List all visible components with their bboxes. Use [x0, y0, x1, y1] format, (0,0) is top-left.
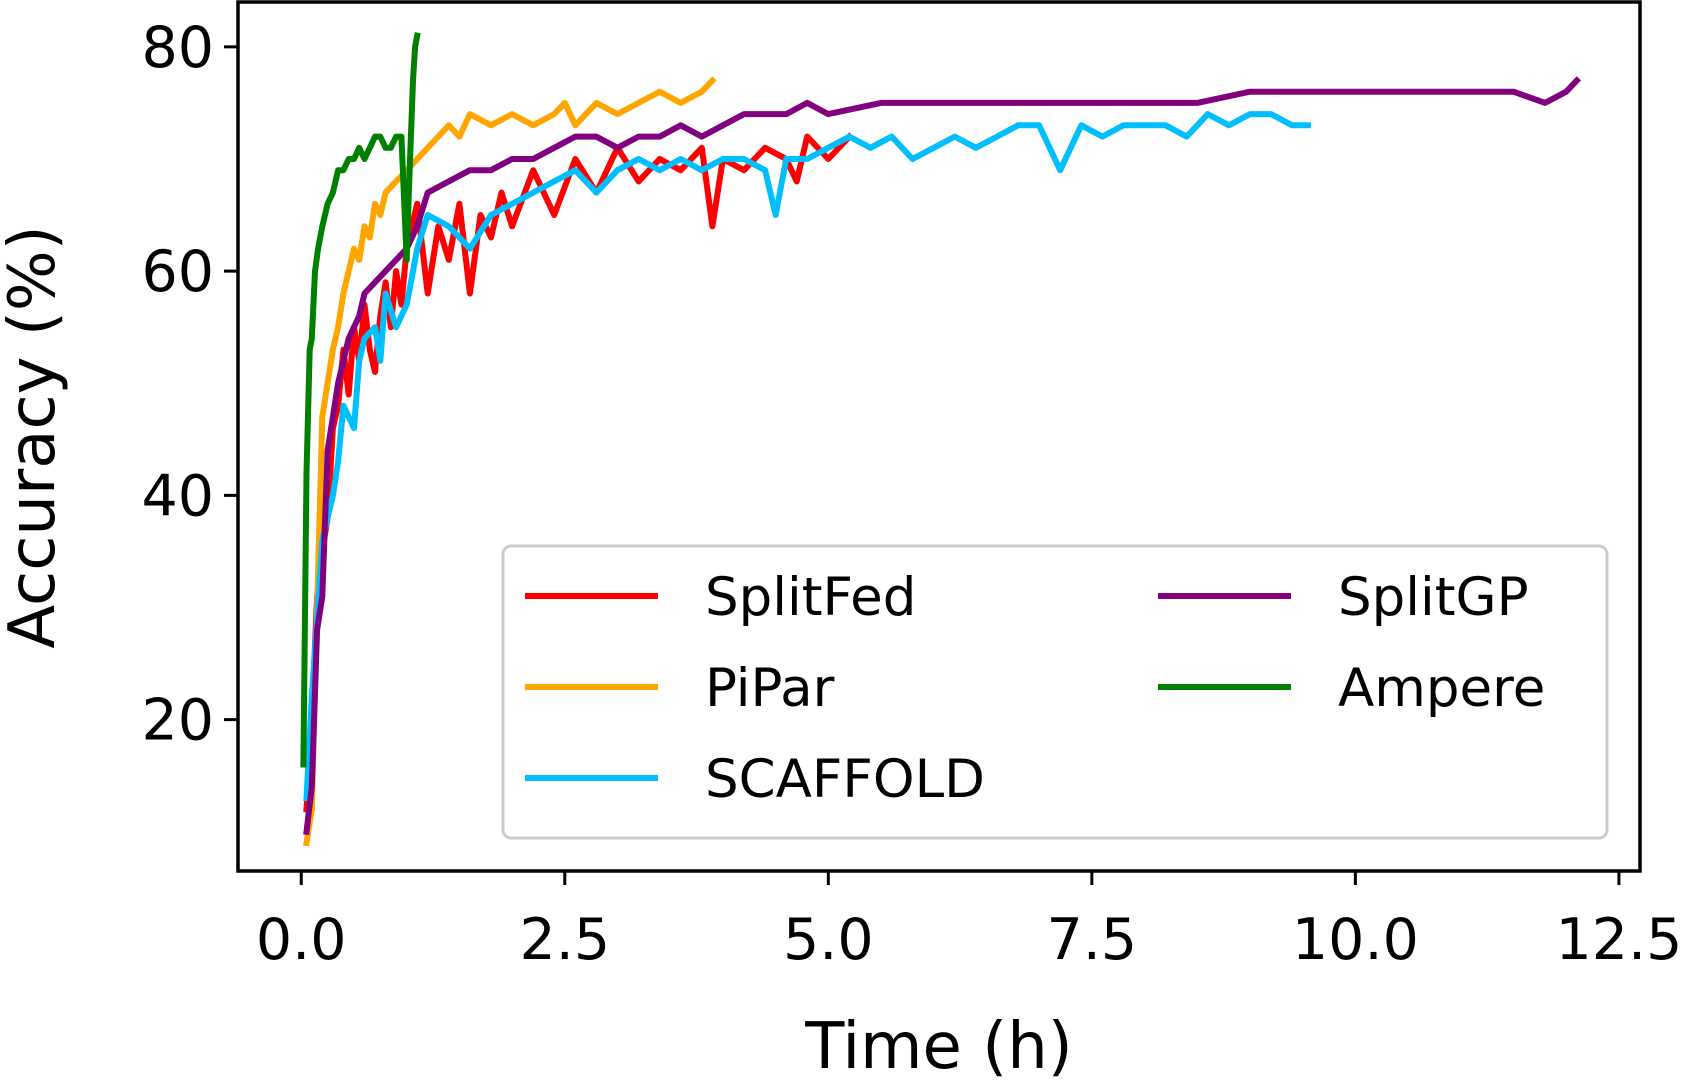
y-axis-label: Accuracy (%) [0, 225, 70, 648]
y-tick-label: 60 [141, 239, 214, 305]
legend-label-pipar: PiPar [705, 658, 835, 719]
legend-label-scaffold: SCAFFOLD [705, 749, 985, 810]
x-tick-label: 2.5 [519, 907, 610, 973]
y-axis: 20 40 60 80 [141, 15, 238, 754]
y-tick-label: 40 [141, 463, 214, 529]
series-line-ampere [300, 32, 421, 768]
x-tick-label: 5.0 [783, 907, 874, 973]
series-line-pipar [303, 76, 717, 847]
plot-frame [236, 0, 1642, 873]
x-tick-label: 7.5 [1047, 907, 1138, 973]
legend-label-ampere: Ampere [1338, 658, 1545, 719]
x-axis-label: Time (h) [804, 1010, 1072, 1081]
legend-label-splitgp: SplitGP [1338, 567, 1529, 628]
x-tick-label: 10.0 [1292, 907, 1419, 973]
legend-frame [501, 544, 1609, 840]
legend-label-splitfed: SplitFed [705, 567, 916, 628]
x-tick-label: 0.0 [256, 907, 347, 973]
x-tick-label: 12.5 [1555, 907, 1682, 973]
series-line-splitgp [303, 76, 1582, 836]
x-axis: 0.0 2.5 5.0 7.5 10.0 12.5 [256, 871, 1682, 973]
series-layer [300, 32, 1582, 847]
legend: SplitFed PiPar SCAFFOLD SplitGP Ampere [501, 544, 1609, 840]
legend-items: SplitFed PiPar SCAFFOLD SplitGP Ampere [525, 567, 1545, 810]
y-tick-label: 80 [141, 15, 214, 81]
series-line-scaffold [303, 111, 1311, 802]
y-tick-label: 20 [141, 688, 214, 754]
